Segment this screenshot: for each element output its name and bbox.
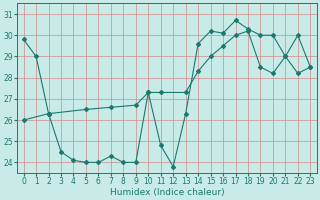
- X-axis label: Humidex (Indice chaleur): Humidex (Indice chaleur): [110, 188, 224, 197]
